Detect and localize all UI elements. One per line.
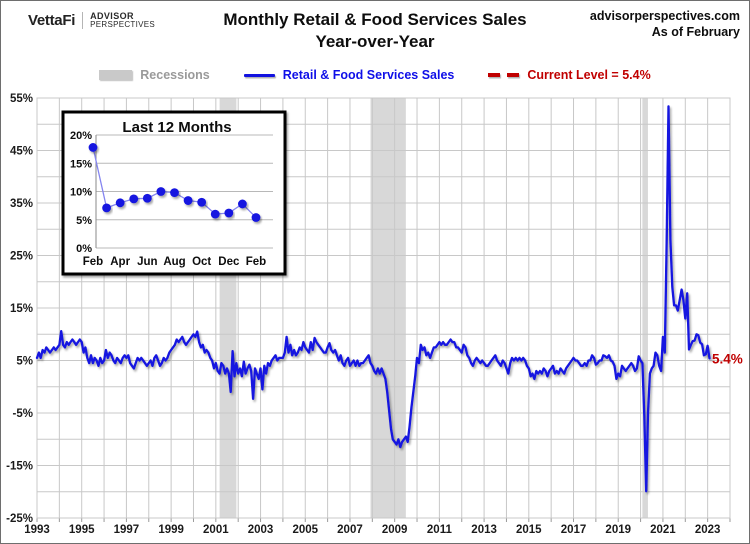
x-axis-tick-label: 2013 [471, 524, 497, 536]
y-axis-tick-label: 55% [10, 93, 33, 105]
source-site: advisorperspectives.com [589, 9, 740, 23]
inset-data-point [238, 199, 247, 209]
plot-border [36, 97, 731, 519]
inset-data-point [156, 187, 166, 196]
inset-x-tick-label: Feb [246, 256, 266, 268]
source-asof: As of February [651, 25, 740, 40]
inset-data-point [142, 193, 152, 203]
x-axis-tick-label: 2017 [561, 524, 587, 536]
inset-x-tick-label: Dec [218, 256, 240, 268]
inset-data-point [102, 203, 111, 213]
inset-x-tick-label: Aug [163, 256, 185, 268]
x-axis-tick-label: 1997 [114, 524, 140, 536]
inset-y-tick-label: 0% [76, 243, 92, 255]
y-axis-tick-label: -25% [6, 513, 33, 525]
inset-y-tick-label: 5% [76, 215, 92, 227]
x-axis-tick-label: 2015 [516, 524, 542, 536]
vettafi-brand-text: VettaFi [28, 12, 76, 30]
title-line-2: Year-over-Year [315, 31, 435, 51]
recession-swatch [99, 70, 133, 80]
series-line-swatch [243, 73, 275, 77]
x-axis-tick-label: 1999 [158, 524, 184, 536]
x-axis-tick-label: 2023 [695, 524, 721, 536]
x-axis-tick-label: 2021 [650, 524, 676, 536]
y-axis-tick-label: 45% [10, 146, 33, 158]
x-axis-tick-label: 2005 [292, 524, 318, 536]
chart-legend: Recessions Retail & Food Services Sales … [1, 65, 749, 85]
legend-current-level-label: Current Level = 5.4% [527, 68, 651, 82]
current-level-dash-swatch [488, 73, 520, 77]
x-axis-tick-label: 2007 [337, 524, 363, 536]
inset-data-point [129, 194, 139, 204]
legend-recessions-label: Recessions [140, 68, 210, 82]
inset-data-point [115, 198, 125, 208]
inset-y-tick-label: 20% [70, 130, 92, 142]
y-axis-tick-label: 35% [10, 198, 33, 210]
inset-title: Last 12 Months [122, 119, 231, 136]
legend-item-current-level: Current Level = 5.4% [488, 68, 651, 82]
logo-perspectives-text: PERSPECTIVES [90, 20, 156, 30]
x-axis-tick-label: 1993 [24, 524, 50, 536]
y-axis-tick-label: 25% [10, 251, 33, 263]
source-attribution: advisorperspectives.com As of February [590, 8, 740, 41]
page-title: Monthly Retail & Food Services Sales Yea… [1, 9, 749, 53]
inset-data-point [251, 213, 261, 222]
logo-divider [82, 12, 84, 30]
inset-x-tick-label: Apr [110, 256, 130, 268]
inset-data-point [197, 197, 207, 207]
x-axis-tick-label: 2001 [203, 524, 229, 536]
inset-data-point [170, 188, 179, 198]
inset-data-point [224, 208, 234, 218]
y-axis-tick-label: 15% [10, 303, 33, 315]
legend-item-series: Retail & Food Services Sales [243, 68, 455, 82]
inset-box [61, 110, 287, 276]
inset-x-tick-label: Feb [83, 256, 103, 268]
title-line-1: Monthly Retail & Food Services Sales [223, 10, 527, 29]
x-axis-tick-label: 1995 [69, 524, 95, 536]
y-axis-tick-label: -5% [13, 408, 33, 420]
inset-data-point [210, 209, 220, 219]
inset-x-tick-label: Oct [192, 256, 211, 268]
inset-x-tick-label: Jun [137, 256, 157, 268]
logo-advisor-text: ADVISOR [90, 11, 134, 21]
x-axis-tick-label: 2019 [605, 524, 631, 536]
retail-sales-series-line [35, 105, 711, 493]
legend-item-recessions: Recessions [99, 68, 210, 82]
inset-data-point [88, 143, 98, 152]
vettafi-logo: VettaFi ADVISOR PERSPECTIVES [28, 11, 156, 30]
advisor-perspectives-logo: ADVISOR PERSPECTIVES [90, 11, 156, 30]
current-level-value-label: 5.4% [712, 351, 743, 366]
y-axis-tick-label: -15% [6, 461, 33, 473]
x-axis-tick-label: 2003 [248, 524, 274, 536]
y-axis-tick-label: 5% [16, 356, 33, 368]
x-axis-tick-label: 2009 [382, 524, 408, 536]
x-axis-tick-label: 2011 [427, 524, 453, 536]
legend-series-label: Retail & Food Services Sales [282, 68, 455, 82]
inset-y-tick-label: 15% [70, 158, 92, 170]
inset-y-tick-label: 10% [70, 187, 92, 199]
inset-data-point [183, 196, 193, 205]
